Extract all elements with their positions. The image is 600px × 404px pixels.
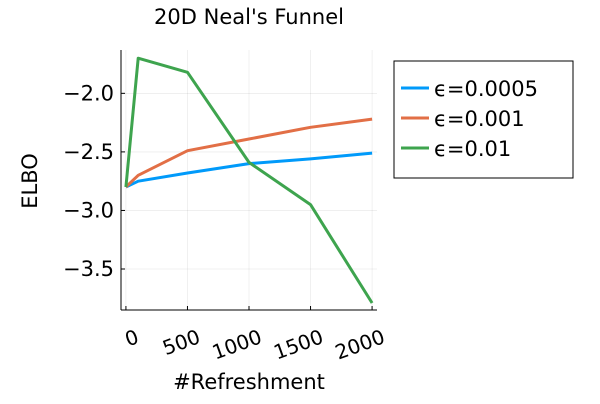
x-axis-label: #Refreshment bbox=[173, 370, 325, 394]
x-tick-label: 2000 bbox=[332, 324, 388, 364]
x-tick-label: 0 bbox=[122, 324, 142, 351]
legend: ϵ=0.0005 ϵ=0.001 ϵ=0.01 bbox=[393, 60, 574, 179]
x-tick-label: 1500 bbox=[270, 324, 326, 364]
series-line-2 bbox=[124, 117, 373, 189]
series-line-1 bbox=[125, 151, 373, 189]
y-tick-label: −3.0 bbox=[63, 198, 114, 222]
x-tick-label: 500 bbox=[159, 324, 203, 360]
legend-label: ϵ=0.0005 bbox=[434, 77, 538, 101]
series-layer bbox=[124, 56, 374, 304]
legend-label: ϵ=0.001 bbox=[434, 107, 525, 131]
y-axis-label: ELBO bbox=[18, 153, 42, 209]
legend-label: ϵ=0.01 bbox=[434, 137, 511, 161]
axes-layer: 0 500 1000 1500 2000 −2.0 −2.5 −3.0 −3.5 bbox=[63, 50, 388, 364]
y-tick-label: −2.0 bbox=[63, 81, 114, 105]
chart-title: 20D Neal's Funnel bbox=[154, 5, 344, 29]
grid-layer bbox=[121, 50, 377, 310]
y-tick-label: −2.5 bbox=[63, 140, 114, 164]
series-line-3 bbox=[124, 56, 374, 304]
y-tick-label: −3.5 bbox=[63, 257, 114, 281]
x-tick-label: 1000 bbox=[209, 324, 265, 364]
